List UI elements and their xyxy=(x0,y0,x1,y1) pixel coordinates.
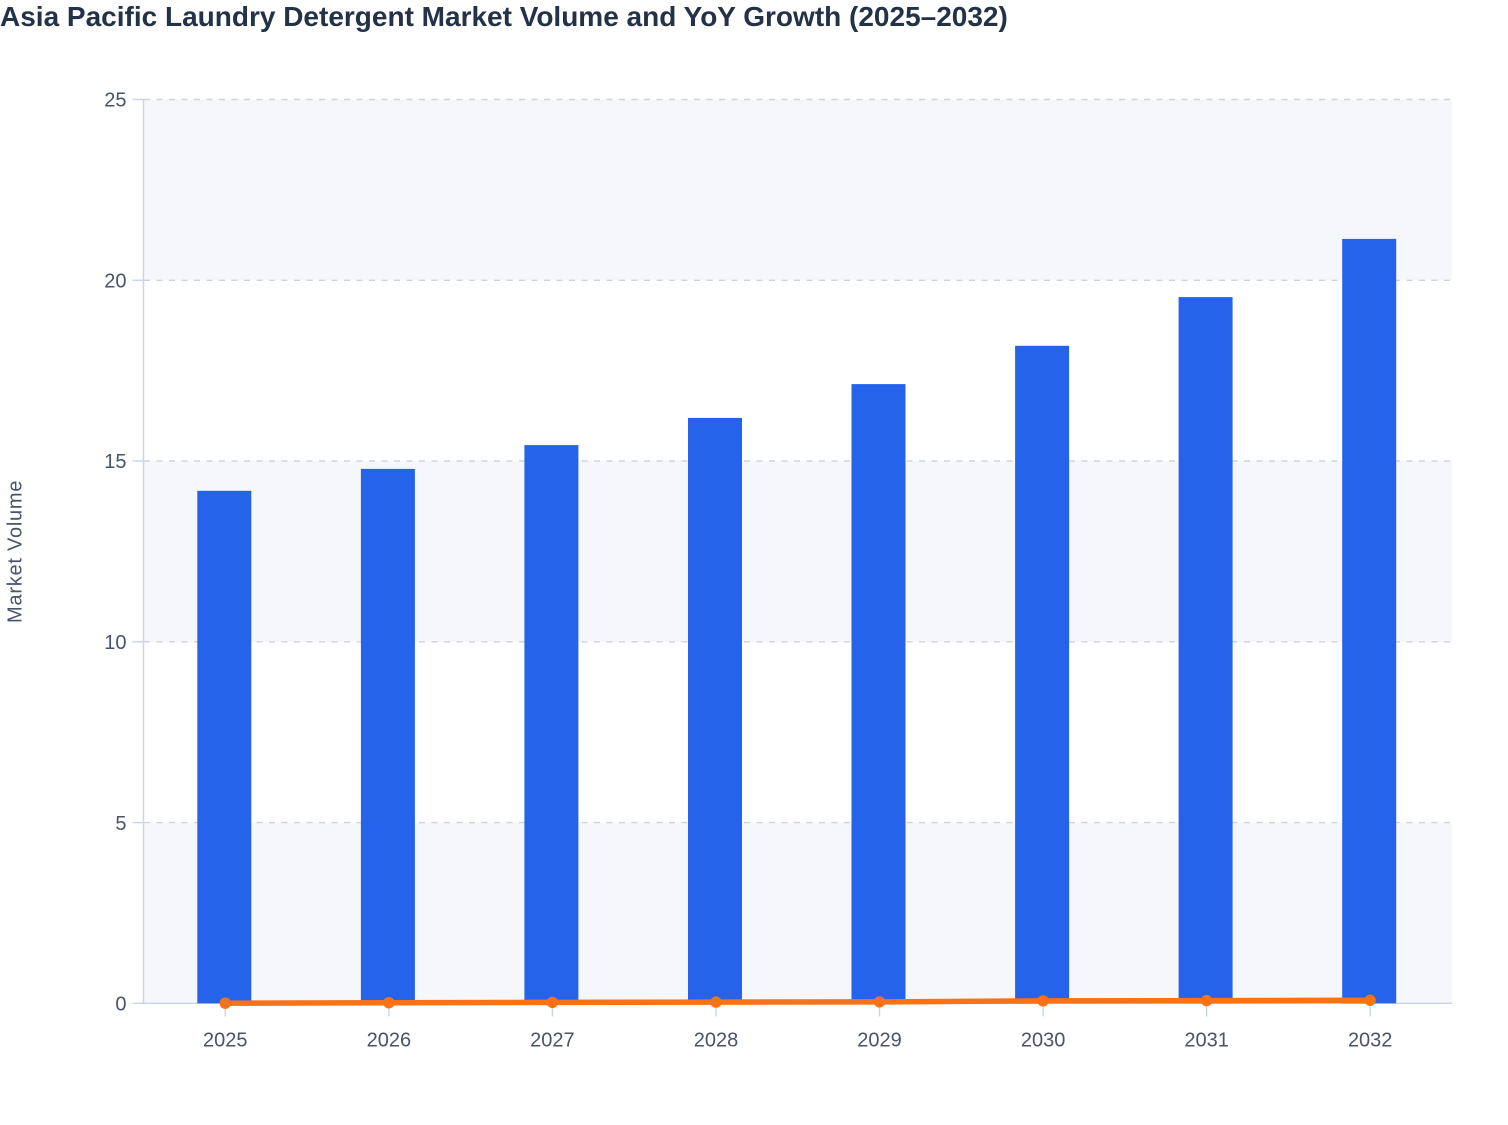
svg-text:5: 5 xyxy=(115,813,126,835)
svg-text:10: 10 xyxy=(104,632,126,654)
svg-text:15: 15 xyxy=(104,451,126,473)
svg-text:2025: 2025 xyxy=(203,1029,248,1051)
svg-text:2031: 2031 xyxy=(1184,1029,1229,1051)
svg-text:Market Volume: Market Volume xyxy=(5,480,27,623)
svg-text:2028: 2028 xyxy=(694,1029,739,1051)
svg-text:25: 25 xyxy=(104,90,126,112)
svg-text:2027: 2027 xyxy=(530,1029,575,1051)
svg-text:2030: 2030 xyxy=(1021,1029,1066,1051)
svg-text:2026: 2026 xyxy=(367,1029,412,1051)
svg-text:0: 0 xyxy=(115,994,126,1016)
svg-text:2032: 2032 xyxy=(1348,1029,1393,1051)
svg-text:2029: 2029 xyxy=(857,1029,902,1051)
svg-text:Asia Pacific Laundry Detergent: Asia Pacific Laundry Detergent Market Vo… xyxy=(0,1,1008,32)
svg-text:20: 20 xyxy=(104,271,126,293)
